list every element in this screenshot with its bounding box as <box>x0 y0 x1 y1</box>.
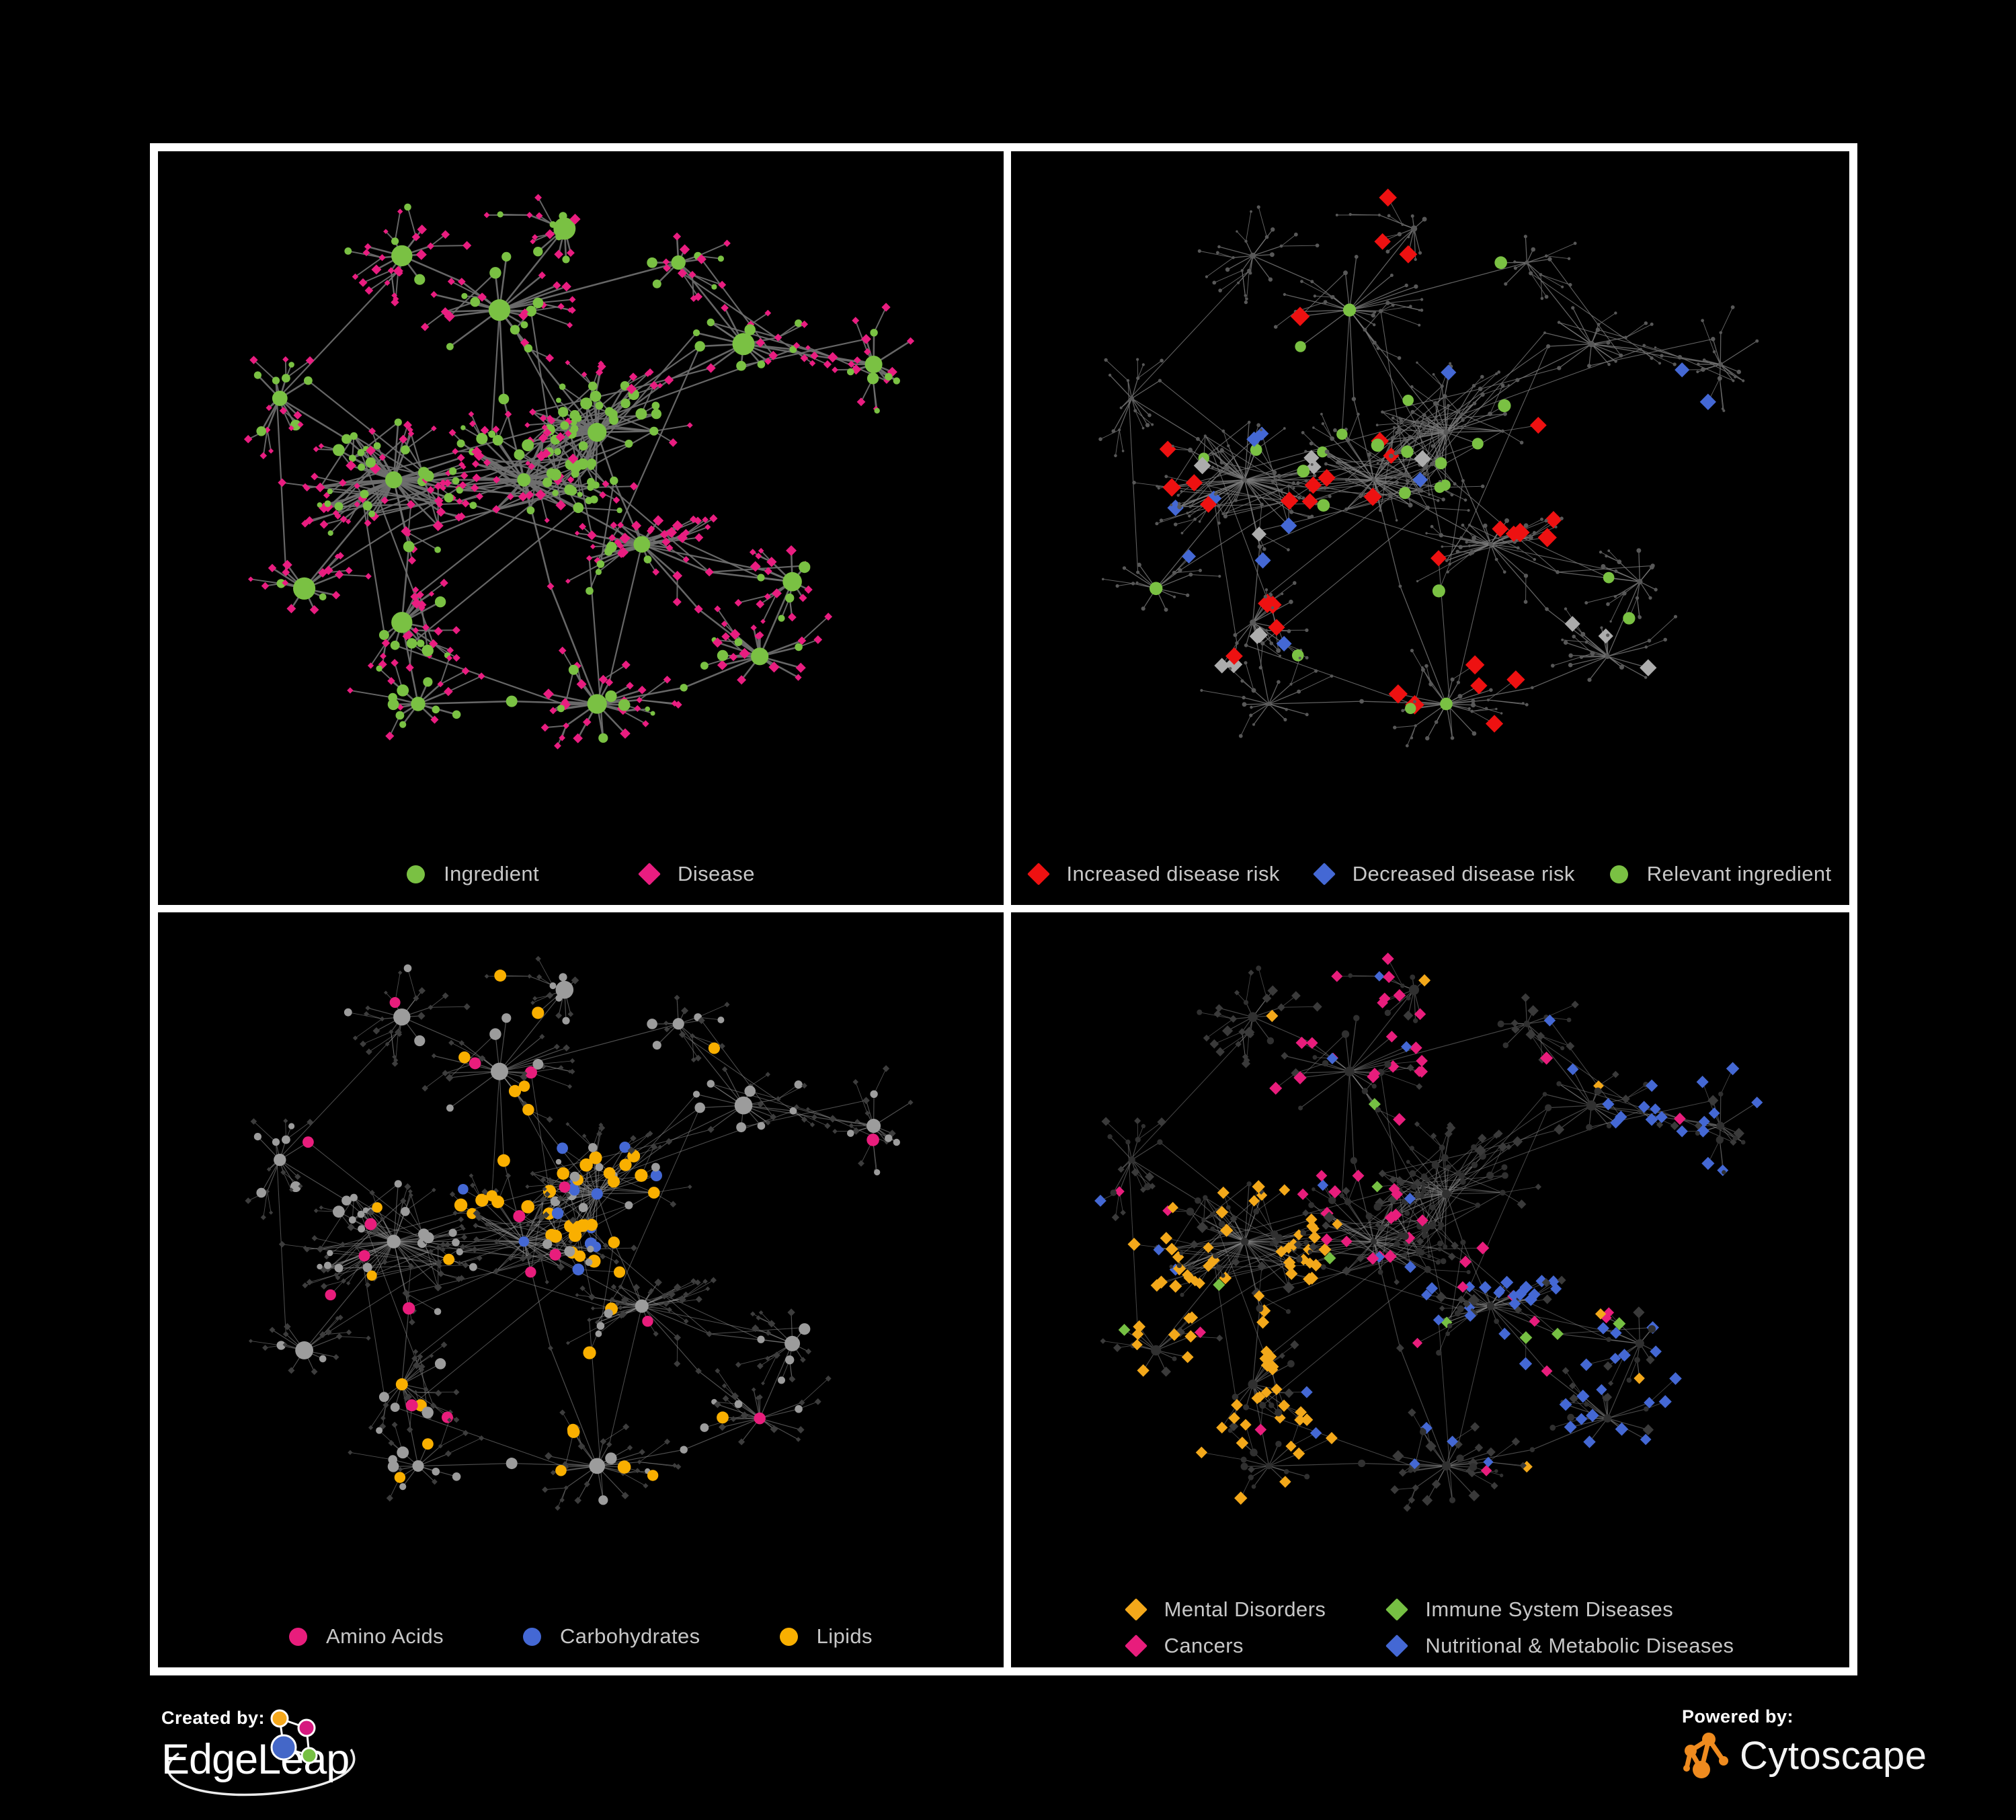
powered-by-label: Powered by: <box>1682 1706 1794 1727</box>
relevant-ingredient-circle-marker <box>1609 865 1628 883</box>
increased-risk-diamond-marker <box>1026 863 1050 885</box>
disease-categories-network-canvas <box>1094 952 1763 1512</box>
nodes-layer <box>1094 952 1763 1512</box>
panel-ingredient-disease: Ingredient Disease <box>158 151 1004 905</box>
cytoscape-wordmark: Cytoscape <box>1740 1733 1927 1778</box>
legend-item-carbohydrates: Carbohydrates <box>523 1624 700 1649</box>
panel-disease-risk-legend: Increased disease risk Decreased disease … <box>1011 862 1849 886</box>
edges-layer <box>1100 958 1758 1508</box>
cytoscape-logo-icon <box>1683 1733 1728 1778</box>
panel-ingredient-disease-legend: Ingredient Disease <box>158 862 1004 886</box>
amino-acids-circle-marker <box>289 1627 308 1646</box>
edges-layer <box>247 197 912 746</box>
powered-by-block: Powered by: Cytoscape <box>1682 1706 1964 1794</box>
legend-item-ingredient: Ingredient <box>407 862 539 886</box>
carbohydrates-circle-marker <box>523 1627 542 1646</box>
panel-disease-risk: Increased disease risk Decreased disease … <box>1011 151 1849 905</box>
legend-item-lipids: Lipids <box>779 1624 873 1649</box>
cancers-label: Cancers <box>1164 1634 1244 1657</box>
panel-ingredient-classes-legend: Amino Acids Carbohydrates Lipids <box>158 1624 1004 1649</box>
immune-system-diseases-label: Immune System Diseases <box>1425 1597 1674 1621</box>
relevant-ingredient-label: Relevant ingredient <box>1646 862 1832 885</box>
nodes-layer <box>245 955 914 1511</box>
ingredient-classes-network-canvas <box>245 955 914 1511</box>
mental-disorders-label: Mental Disorders <box>1164 1597 1326 1621</box>
panel-disease-categories-legend: Mental Disorders Immune System Diseases Ca… <box>1011 1597 1849 1658</box>
disease-risk-network-canvas <box>1098 188 1759 748</box>
legend-item-amino-acids: Amino Acids <box>289 1624 444 1649</box>
ingredient-circle-marker <box>407 865 426 883</box>
ingredient-disease-network-canvas <box>243 194 915 750</box>
disease-label: Disease <box>678 862 755 885</box>
cytoscape-icon-nodes <box>1683 1733 1728 1778</box>
increased-risk-label: Increased disease risk <box>1066 862 1280 885</box>
lipids-label: Lipids <box>816 1624 873 1648</box>
edgeleap-wordmark: EdgeLeap <box>161 1736 350 1783</box>
edges-layer <box>1100 197 1758 746</box>
legend-item-immune-system-diseases: Immune System Diseases <box>1385 1597 1674 1622</box>
legend-item-disease: Disease <box>638 862 755 886</box>
cancers-diamond-marker <box>1124 1634 1147 1657</box>
disease-diamond-marker <box>638 863 661 885</box>
mental-disorders-diamond-marker <box>1124 1598 1147 1621</box>
panel-disease-categories: Mental Disorders Immune System Diseases Ca… <box>1011 912 1849 1667</box>
decreased-risk-label: Decreased disease risk <box>1352 862 1575 885</box>
created-by-label: Created by: <box>161 1708 266 1728</box>
lipids-circle-marker <box>779 1627 798 1646</box>
carbohydrates-label: Carbohydrates <box>560 1624 700 1648</box>
nutritional-metabolic-diseases-diamond-marker <box>1385 1634 1409 1657</box>
amino-acids-label: Amino Acids <box>326 1624 444 1648</box>
nodes-layer <box>243 194 915 750</box>
legend-item-increased-risk: Increased disease risk <box>1026 862 1280 886</box>
legend-item-decreased-risk: Decreased disease risk <box>1312 862 1575 886</box>
decreased-risk-diamond-marker <box>1312 863 1336 885</box>
panel-ingredient-classes: Amino Acids Carbohydrates Lipids <box>158 912 1004 1667</box>
figure-frame: Ingredient Disease Increased disease risk… <box>150 143 1857 1675</box>
nutritional-metabolic-diseases-label: Nutritional & Metabolic Diseases <box>1425 1634 1734 1657</box>
legend-item-nutritional-metabolic-diseases: Nutritional & Metabolic Diseases <box>1385 1634 1734 1658</box>
legend-item-cancers: Cancers <box>1124 1634 1244 1658</box>
immune-system-diseases-diamond-marker <box>1385 1598 1409 1621</box>
created-by-block: Created by: EdgeLeap <box>161 1708 403 1809</box>
legend-item-mental-disorders: Mental Disorders <box>1124 1597 1326 1622</box>
legend-item-relevant-ingredient: Relevant ingredient <box>1609 862 1832 886</box>
ingredient-label: Ingredient <box>444 862 540 885</box>
